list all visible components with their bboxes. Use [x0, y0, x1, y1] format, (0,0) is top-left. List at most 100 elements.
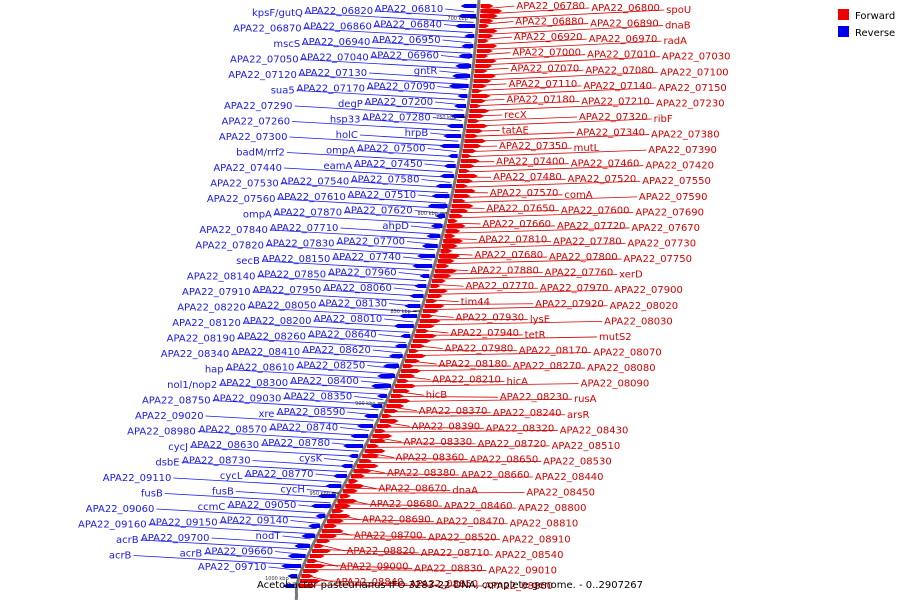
forward-gene-label[interactable]: recX — [504, 110, 527, 121]
forward-gene-label[interactable]: APA22_07100 — [660, 67, 729, 78]
forward-gene-label[interactable]: APA22_06890 — [590, 19, 659, 30]
reverse-gene-label[interactable]: cysK — [299, 454, 323, 465]
forward-gene-label[interactable]: APA22_06970 — [589, 34, 658, 45]
forward-gene-label[interactable]: APA22_08520 — [428, 532, 497, 543]
reverse-gene-label[interactable]: APA22_09700 — [141, 533, 210, 544]
forward-gene-label[interactable]: APA22_08430 — [560, 425, 629, 436]
reverse-gene-label[interactable]: gntR — [414, 66, 438, 77]
reverse-gene-label[interactable]: APA22_08190 — [167, 334, 236, 345]
forward-gene-label[interactable]: APA22_08810 — [510, 519, 579, 530]
reverse-gene-label[interactable]: ahpD — [382, 221, 409, 232]
reverse-gene-label[interactable]: APA22_08120 — [172, 318, 241, 329]
reverse-gene-label[interactable]: APA22_08350 — [284, 392, 353, 403]
reverse-gene-label[interactable]: APA22_06810 — [375, 4, 444, 15]
forward-gene-label[interactable]: APA22_08330 — [404, 437, 473, 448]
reverse-gene-label[interactable]: APA22_06870 — [233, 24, 302, 35]
forward-gene-label[interactable]: APA22_07350 — [499, 141, 568, 152]
forward-gene-label[interactable]: APA22_06800 — [591, 3, 660, 14]
forward-gene-label[interactable]: rusA — [574, 394, 597, 405]
forward-gene-label[interactable]: APA22_07480 — [493, 172, 562, 183]
forward-gene-label[interactable]: APA22_08170 — [519, 345, 588, 356]
forward-gene-label[interactable]: APA22_09000 — [340, 561, 409, 572]
reverse-gene-label[interactable]: nodT — [256, 531, 282, 542]
forward-gene-label[interactable]: radA — [664, 36, 688, 47]
forward-gene-label[interactable]: APA22_07590 — [639, 192, 708, 203]
forward-gene-label[interactable]: APA22_08090 — [581, 379, 650, 390]
forward-gene-label[interactable]: APA22_08700 — [354, 530, 423, 541]
reverse-gene-label[interactable]: APA22_08630 — [190, 440, 259, 451]
reverse-gene-label[interactable]: APA22_08410 — [232, 347, 301, 358]
forward-gene-label[interactable]: APA22_07460 — [571, 159, 640, 170]
forward-gene-label[interactable]: APA22_08390 — [412, 421, 481, 432]
forward-gene-label[interactable]: APA22_07940 — [450, 328, 519, 339]
forward-gene-label[interactable]: APA22_08850 — [410, 579, 479, 590]
forward-gene-label[interactable]: APA22_07110 — [509, 79, 578, 90]
reverse-gene-label[interactable]: APA22_08620 — [302, 345, 371, 356]
forward-gene-label[interactable]: APA22_07420 — [645, 161, 714, 172]
forward-gene-label[interactable]: APA22_08080 — [587, 363, 656, 374]
reverse-gene-label[interactable]: APA22_07170 — [296, 84, 365, 95]
reverse-gene-label[interactable]: APA22_09020 — [135, 411, 204, 422]
forward-gene-label[interactable]: APA22_07080 — [585, 65, 654, 76]
reverse-gene-label[interactable]: nol1/nop2 — [167, 380, 217, 391]
reverse-gene-label[interactable]: ccmC — [198, 502, 226, 513]
reverse-gene-label[interactable]: APA22_08200 — [243, 316, 312, 327]
reverse-gene-label[interactable]: APA22_08740 — [270, 423, 339, 434]
reverse-gene-label[interactable]: APA22_08570 — [199, 425, 268, 436]
forward-gene-label[interactable]: APA22_07720 — [557, 221, 626, 232]
reverse-gene-label[interactable]: APA22_07440 — [213, 163, 282, 174]
reverse-gene-label[interactable]: APA22_09140 — [220, 516, 289, 527]
forward-gene-label[interactable]: APA22_08070 — [593, 347, 662, 358]
forward-gene-label[interactable]: APA22_07800 — [549, 252, 618, 263]
forward-gene-label[interactable]: APA22_08230 — [500, 392, 569, 403]
forward-gene-label[interactable]: tatAE — [502, 126, 529, 137]
reverse-gene-label[interactable]: acrB — [109, 551, 132, 562]
reverse-gene-label[interactable]: APA22_08140 — [187, 272, 256, 283]
reverse-gene-label[interactable]: hrpB — [405, 128, 429, 139]
reverse-gene-label[interactable]: APA22_09050 — [228, 500, 297, 511]
forward-gene-label[interactable]: APA22_08840 — [335, 577, 404, 588]
reverse-gene-label[interactable]: APA22_07200 — [365, 97, 434, 108]
reverse-gene-label[interactable]: APA22_07950 — [253, 285, 322, 296]
reverse-gene-label[interactable]: APA22_08010 — [314, 314, 383, 325]
forward-gene-label[interactable]: APA22_08540 — [495, 550, 564, 561]
forward-gene-label[interactable]: dnaA — [452, 486, 478, 497]
forward-gene-label[interactable]: APA22_07690 — [635, 207, 704, 218]
reverse-gene-label[interactable]: APA22_08260 — [237, 332, 306, 343]
reverse-gene-label[interactable]: APA22_07960 — [328, 268, 397, 279]
forward-gene-label[interactable]: tetR — [525, 330, 546, 341]
reverse-gene-label[interactable]: APA22_07040 — [300, 53, 369, 64]
reverse-gene-label[interactable]: APA22_08750 — [142, 396, 211, 407]
reverse-gene-label[interactable]: APA22_08640 — [308, 330, 377, 341]
forward-gene-label[interactable]: APA22_07750 — [623, 254, 692, 265]
forward-gene-label[interactable]: APA22_08320 — [486, 423, 555, 434]
reverse-gene-label[interactable]: APA22_07280 — [362, 113, 431, 124]
reverse-gene-label[interactable]: APA22_09160 — [78, 520, 147, 531]
reverse-gene-label[interactable]: hsp33 — [330, 115, 361, 126]
reverse-gene-label[interactable]: fusB — [212, 487, 234, 498]
forward-gene-label[interactable]: APA22_07030 — [662, 52, 731, 63]
reverse-gene-label[interactable]: acrB — [180, 549, 203, 560]
reverse-gene-label[interactable]: APA22_09710 — [198, 562, 267, 573]
forward-gene-label[interactable]: APA22_08710 — [421, 548, 490, 559]
forward-gene-label[interactable]: APA22_08470 — [436, 517, 505, 528]
reverse-gene-label[interactable]: APA22_07870 — [274, 208, 343, 219]
reverse-gene-label[interactable]: APA22_08050 — [248, 301, 317, 312]
forward-gene-label[interactable]: APA22_07970 — [540, 283, 609, 294]
reverse-gene-label[interactable]: APA22_08340 — [161, 349, 230, 360]
forward-gene-label[interactable]: APA22_09010 — [488, 565, 557, 576]
reverse-gene-label[interactable]: APA22_08250 — [297, 361, 366, 372]
forward-gene-label[interactable]: APA22_07810 — [479, 235, 548, 246]
forward-gene-label[interactable]: APA22_08670 — [378, 484, 447, 495]
forward-gene-label[interactable]: APA22_07390 — [648, 145, 717, 156]
forward-gene-label[interactable]: APA22_07660 — [482, 219, 551, 230]
forward-gene-label[interactable]: APA22_08460 — [444, 501, 513, 512]
reverse-gene-label[interactable]: APA22_08220 — [177, 303, 246, 314]
reverse-gene-label[interactable]: APA22_07120 — [228, 70, 297, 81]
forward-gene-label[interactable]: APA22_07380 — [651, 130, 720, 141]
forward-gene-label[interactable]: APA22_08820 — [347, 546, 416, 557]
reverse-gene-label[interactable]: APA22_07530 — [210, 179, 279, 190]
forward-gene-label[interactable]: APA22_08720 — [478, 439, 547, 450]
reverse-gene-label[interactable]: APA22_07090 — [367, 82, 436, 93]
reverse-gene-label[interactable]: holC — [336, 130, 358, 141]
